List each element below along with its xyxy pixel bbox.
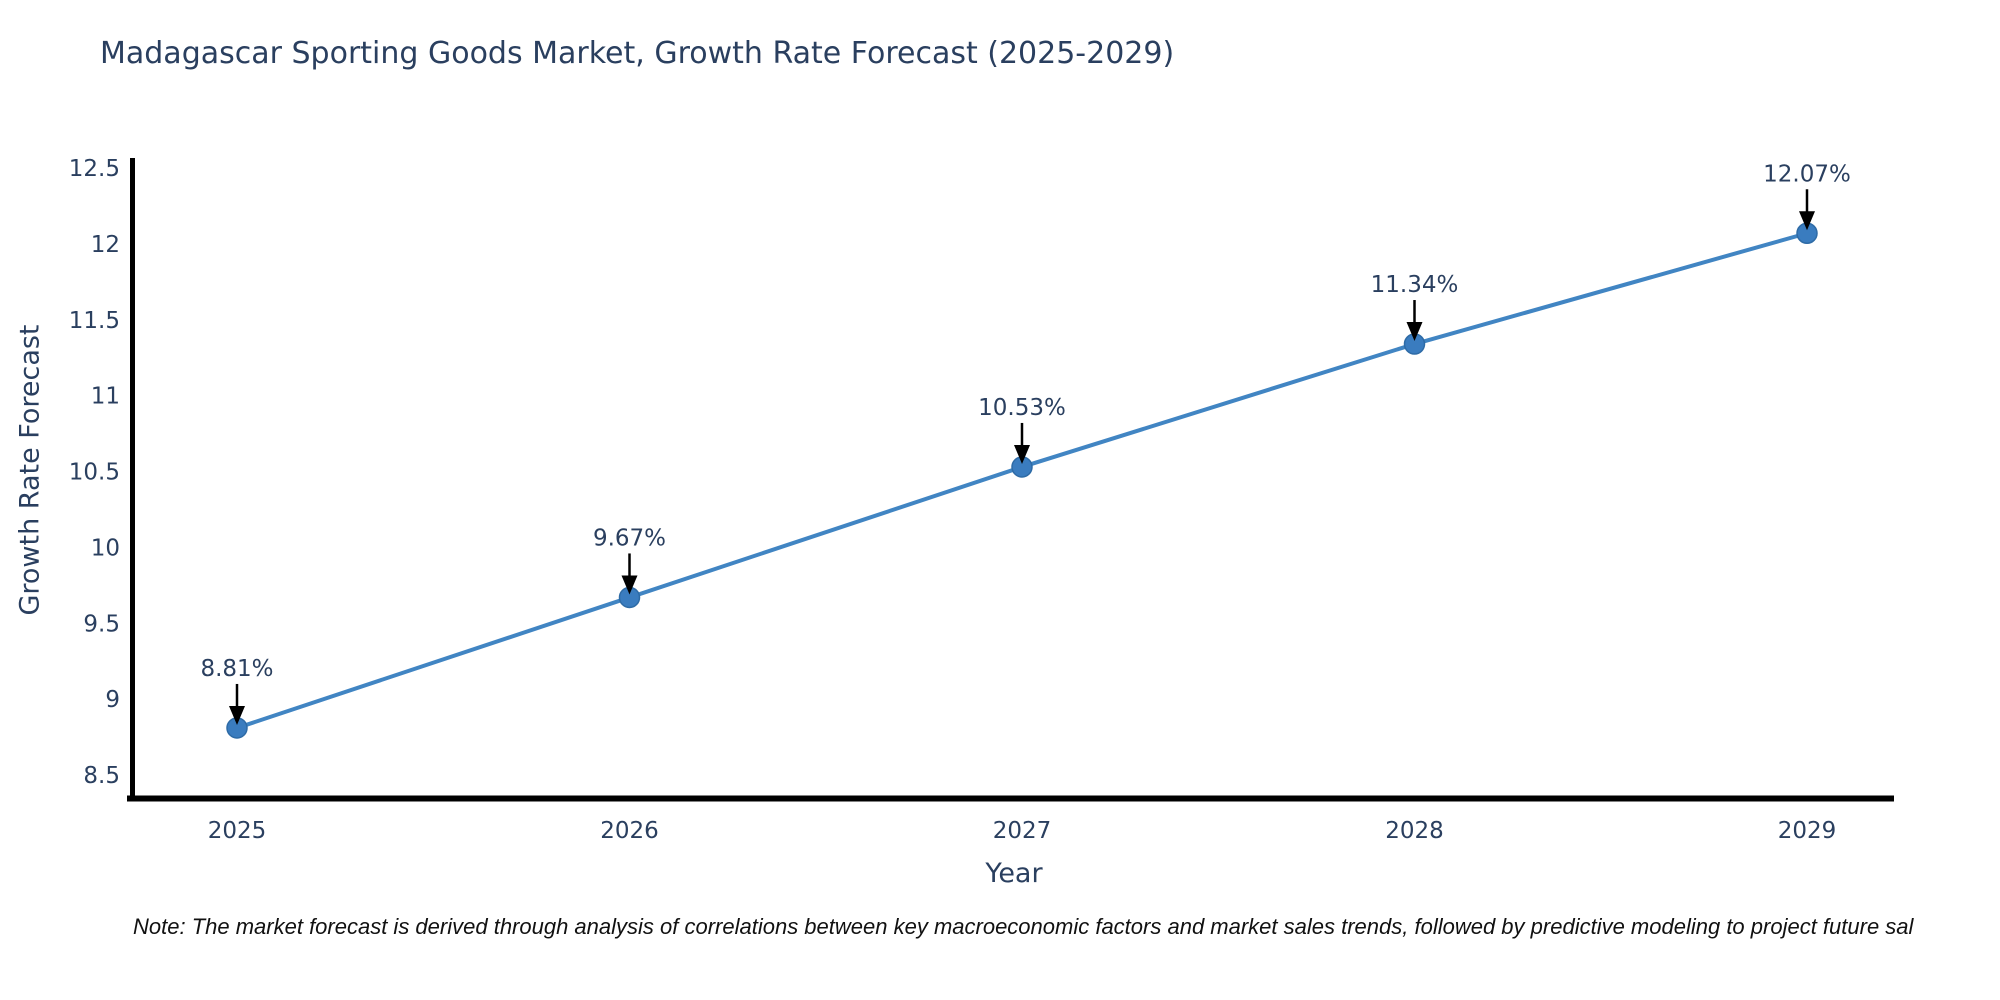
footnote: Note: The market forecast is derived thr…: [133, 914, 1914, 939]
y-tick-label: 11: [91, 384, 120, 410]
chart-title: Madagascar Sporting Goods Market, Growth…: [100, 36, 1175, 71]
y-tick-label: 10: [91, 535, 120, 561]
data-label: 10.53%: [978, 395, 1066, 421]
trend-line: [235, 231, 1809, 730]
annotation-arrow-head: [1406, 322, 1423, 342]
y-tick-label: 10.5: [69, 460, 120, 486]
annotation-arrow-head: [1014, 444, 1030, 464]
data-label: 9.67%: [593, 525, 666, 551]
x-axis-title: Year: [985, 858, 1043, 889]
x-tick-label: 2026: [600, 818, 659, 844]
data-label: 8.81%: [200, 656, 273, 682]
annotation-arrow-head: [621, 575, 638, 595]
y-tick-label: 9: [105, 687, 120, 713]
y-tick-label: 9.5: [83, 611, 120, 637]
annotation-arrow-head: [1799, 211, 1815, 231]
y-tick-label: 8.5: [83, 763, 120, 789]
data-label: 12.07%: [1763, 161, 1851, 187]
data-label: 11.34%: [1371, 272, 1459, 298]
y-tick-label: 12: [91, 232, 120, 258]
x-tick-label: 2025: [208, 818, 267, 844]
x-tick-label: 2028: [1385, 818, 1444, 844]
y-tick-label: 12.5: [69, 156, 120, 182]
y-tick-label: 11.5: [69, 308, 120, 334]
x-tick-label: 2027: [993, 818, 1052, 844]
x-tick-label: 2029: [1778, 818, 1837, 844]
annotation-arrow-head: [229, 705, 245, 725]
